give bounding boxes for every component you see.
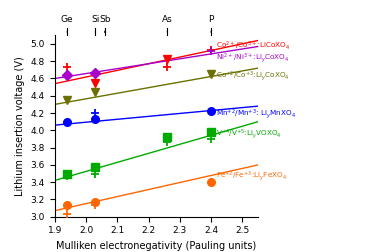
Text: Ge: Ge — [61, 15, 74, 24]
Text: Si: Si — [91, 15, 100, 24]
Text: Co$^{2+}$/Co$^{3+}$:LiCoXO$_4$: Co$^{2+}$/Co$^{3+}$:LiCoXO$_4$ — [216, 39, 290, 52]
X-axis label: Mulliken electronegativity (Pauling units): Mulliken electronegativity (Pauling unit… — [56, 241, 256, 251]
Text: Sb: Sb — [99, 15, 111, 24]
Y-axis label: Lithium insertion voltage (V): Lithium insertion voltage (V) — [15, 56, 25, 196]
Text: Co$^{+2}$/Co$^{+3}$:Li$_y$CoXO$_4$: Co$^{+2}$/Co$^{+3}$:Li$_y$CoXO$_4$ — [216, 69, 289, 83]
Text: Mn$^{+2}$/Mn$^{+3}$: Li$_y$MnXO$_4$: Mn$^{+2}$/Mn$^{+3}$: Li$_y$MnXO$_4$ — [216, 107, 296, 121]
Text: V$^{+4}$/V$^{+5}$:Li$_y$VOXO$_4$: V$^{+4}$/V$^{+5}$:Li$_y$VOXO$_4$ — [216, 127, 282, 141]
Text: Fe$^{+2}$/Fe$^{+3}$:Li$_y$FeXO$_4$: Fe$^{+2}$/Fe$^{+3}$:Li$_y$FeXO$_4$ — [216, 169, 287, 183]
Text: P: P — [208, 15, 214, 24]
Text: As: As — [162, 15, 173, 24]
Text: Ni$^{2+}$/Ni$^{3+}$:Li$_y$CoXO$_4$: Ni$^{2+}$/Ni$^{3+}$:Li$_y$CoXO$_4$ — [216, 51, 289, 65]
